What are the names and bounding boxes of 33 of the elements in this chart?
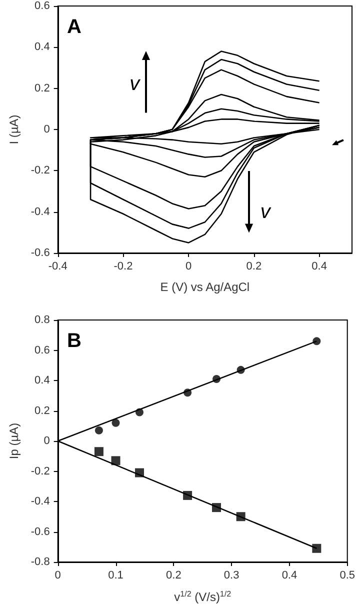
- y-tick-label: 0.6: [34, 0, 50, 12]
- y-tick-label: -0.2: [30, 465, 50, 478]
- y-tick-label: -0.6: [30, 247, 50, 259]
- x-tick-label: 0.2: [246, 260, 262, 272]
- x-tick-label: 0.2: [166, 570, 182, 582]
- y-tick-label: 0.2: [34, 82, 50, 94]
- x-tick-label: 0: [54, 570, 61, 582]
- x-tick-label: 0.5: [340, 570, 356, 582]
- x-tick-label: 0: [186, 260, 192, 272]
- y-tick-label: 0.4: [34, 374, 50, 386]
- annotation: v: [130, 73, 141, 96]
- x-axis-title: E (V) vs Ag/AgCl: [160, 280, 250, 294]
- y-tick-label: 0: [44, 435, 50, 447]
- y-tick-label: 0.2: [34, 404, 50, 417]
- annotation: v: [260, 200, 272, 223]
- y-tick-label: 0: [44, 124, 50, 136]
- y-axis-title: Ip (µA): [7, 422, 21, 460]
- y-tick-label: -0.8: [30, 556, 50, 568]
- y-tick-label: -0.4: [30, 206, 50, 218]
- y-tick-label: 0.6: [34, 344, 50, 356]
- y-tick-label: -0.4: [30, 496, 50, 508]
- x-tick-label: 0.4: [282, 570, 298, 582]
- x-tick-label: 0.1: [108, 570, 124, 582]
- y-axis-title: I (µA): [7, 114, 21, 144]
- x-tick-label: 0.3: [224, 570, 240, 582]
- x-tick-label: 0.4: [312, 260, 327, 272]
- y-tick-label: 0.8: [34, 314, 50, 326]
- y-tick-label: -0.2: [30, 164, 50, 177]
- x-tick-label: -0.2: [114, 260, 133, 272]
- y-tick-label: 0.4: [34, 41, 50, 54]
- y-tick-label: -0.6: [30, 526, 50, 538]
- text: B: [67, 330, 82, 352]
- text: A: [67, 16, 82, 38]
